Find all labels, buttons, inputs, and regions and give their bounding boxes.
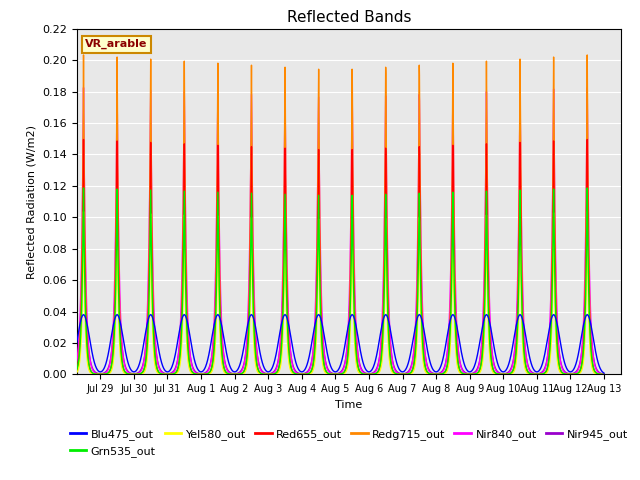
Legend: Blu475_out, Grn535_out, Yel580_out, Red655_out, Redg715_out, Nir840_out, Nir945_: Blu475_out, Grn535_out, Yel580_out, Red6… bbox=[65, 425, 632, 461]
Title: Reflected Bands: Reflected Bands bbox=[287, 10, 411, 25]
X-axis label: Time: Time bbox=[335, 400, 362, 409]
Y-axis label: Reflected Radiation (W/m2): Reflected Radiation (W/m2) bbox=[27, 125, 36, 278]
Text: VR_arable: VR_arable bbox=[85, 39, 147, 49]
